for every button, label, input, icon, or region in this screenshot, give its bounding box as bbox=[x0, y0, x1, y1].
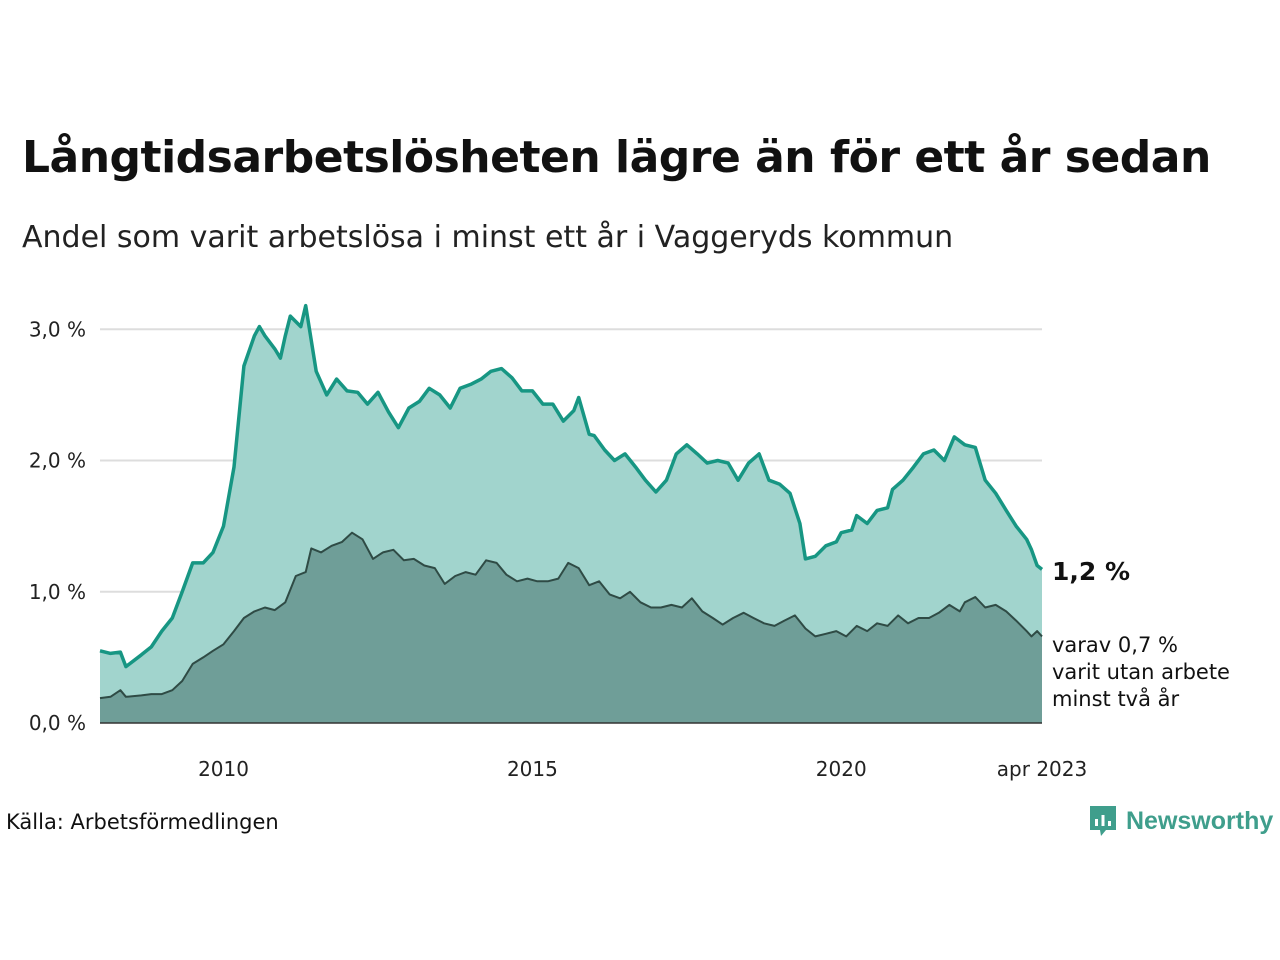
two-year-end-label-line-3: minst två år bbox=[1052, 686, 1180, 711]
x-tick-label: 2015 bbox=[507, 757, 558, 781]
two-year-end-label-line-1: varav 0,7 % bbox=[1052, 633, 1178, 657]
two-year-line bbox=[99, 531, 1043, 700]
total-end-label: 1,2 % bbox=[1052, 557, 1130, 586]
y-tick-label: 3,0 % bbox=[29, 317, 86, 341]
brand-name: Newsworthy bbox=[1126, 806, 1274, 835]
x-tick-label: 2020 bbox=[816, 757, 867, 781]
total-line bbox=[99, 303, 1044, 669]
y-axis-ticks: 0,0 % 1,0 % 2,0 % 3,0 % bbox=[29, 317, 86, 735]
x-axis-ticks: 2010 2015 2020 apr 2023 bbox=[198, 757, 1087, 781]
y-tick-label: 0,0 % bbox=[29, 711, 86, 735]
chart-title: Långtidsarbetslösheten lägre än för ett … bbox=[22, 132, 1211, 183]
newsworthy-logo[interactable]: Newsworthy bbox=[1088, 804, 1273, 838]
two-year-end-label-line-2: varit utan arbete bbox=[1052, 660, 1230, 684]
x-tick-label: apr 2023 bbox=[997, 757, 1087, 781]
chart-subtitle: Andel som varit arbetslösa i minst ett å… bbox=[22, 220, 954, 255]
area-chart: 0,0 % 1,0 % 2,0 % 3,0 % 2010 2015 2020 apr 202… bbox=[29, 303, 1237, 781]
y-tick-label: 2,0 % bbox=[29, 449, 86, 473]
two-year-area bbox=[100, 532, 1042, 723]
newsworthy-bubble-icon bbox=[1090, 806, 1116, 836]
y-tick-label: 1,0 % bbox=[29, 580, 86, 604]
x-tick-label: 2010 bbox=[198, 757, 249, 781]
two-year-end-label: varav 0,7 % varit utan arbete minst två … bbox=[1052, 633, 1237, 711]
source-note: Källa: Arbetsförmedlingen bbox=[6, 810, 279, 834]
